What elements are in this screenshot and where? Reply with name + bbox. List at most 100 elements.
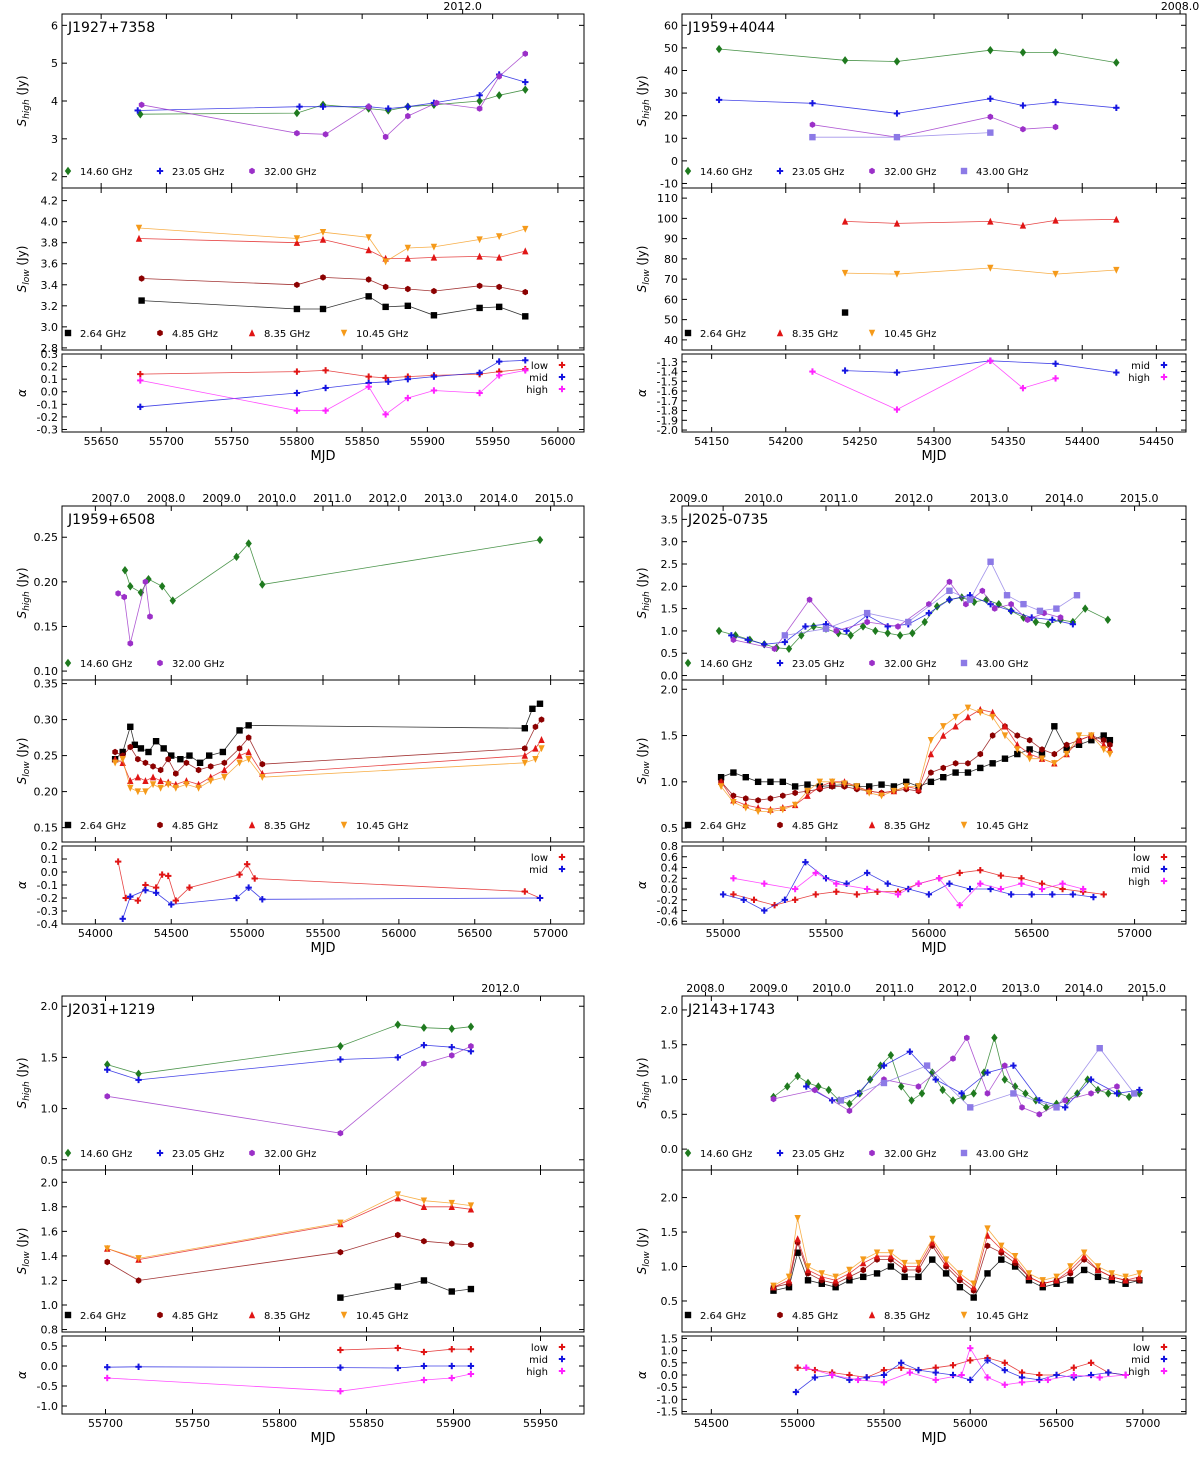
series-line: [114, 703, 541, 764]
data-point: [522, 745, 528, 752]
y-tick-label: -0.3: [37, 423, 58, 436]
data-point: [1039, 1277, 1046, 1284]
x-tick-label: 55750: [214, 435, 249, 448]
y-axis-label: α: [635, 1371, 649, 1379]
y-tick-label: 3.0: [41, 321, 59, 334]
legend-marker: [1160, 1343, 1168, 1351]
data-point: [929, 1235, 936, 1243]
data-point: [915, 1273, 922, 1281]
data-point: [901, 1259, 908, 1267]
x-tick-label: 55950: [475, 435, 510, 448]
data-point: [322, 407, 329, 414]
series-line: [773, 1218, 1140, 1287]
legend-marker: [1160, 865, 1168, 873]
data-point: [1075, 732, 1083, 740]
y-tick-label: 110: [657, 192, 678, 205]
x-axis-label: MJD: [310, 941, 335, 956]
y-tick-label: -1.0: [37, 1400, 58, 1413]
legend-label: 14.60 GHz: [700, 659, 752, 670]
series-low: [114, 858, 544, 904]
legend-label: 2.64 GHz: [80, 1311, 126, 1322]
data-point: [1044, 620, 1052, 629]
data-point: [841, 367, 849, 374]
data-point: [863, 885, 871, 893]
series-f264: [111, 700, 544, 766]
data-point: [1113, 58, 1120, 67]
data-point: [915, 1259, 922, 1267]
legend-marker: [248, 329, 256, 337]
y-tick-label: 1.0: [41, 1103, 59, 1116]
data-point: [385, 105, 392, 112]
data-point: [785, 644, 793, 653]
x-tick-label: 55000: [780, 1417, 815, 1430]
y-tick-label: -0.4: [37, 918, 58, 931]
data-point: [522, 313, 529, 320]
panel-frame: [61, 995, 585, 1171]
data-point: [1113, 266, 1120, 274]
data-point: [205, 752, 213, 759]
y-tick-label: 0.5: [41, 1340, 59, 1353]
data-point: [521, 751, 529, 759]
data-point: [977, 750, 984, 758]
data-point: [1067, 1263, 1074, 1271]
data-point: [989, 760, 996, 767]
data-point: [809, 133, 816, 141]
year-tick-label: 2010.0: [744, 492, 783, 505]
data-point: [142, 777, 149, 784]
panel-frame: [681, 1335, 1187, 1415]
data-point: [964, 713, 972, 721]
data-point: [495, 303, 503, 311]
series-f264: [138, 293, 529, 320]
data-point: [127, 893, 134, 900]
x-tick-label: 56000: [381, 927, 416, 940]
data-point: [152, 889, 160, 896]
data-point: [293, 235, 301, 243]
data-point: [987, 885, 994, 893]
data-point: [495, 372, 503, 379]
year-tick-label: 2012.0: [481, 982, 520, 995]
series-f23: [803, 1048, 1143, 1111]
data-point: [984, 1231, 991, 1239]
data-point: [1053, 605, 1060, 612]
data-point: [420, 1348, 428, 1356]
data-point: [135, 1363, 142, 1370]
data-point: [134, 788, 142, 796]
data-point: [1001, 732, 1009, 740]
data-point: [449, 1052, 455, 1059]
legend-label: 10.45 GHz: [884, 329, 936, 340]
series-f835: [135, 234, 529, 262]
series-f14: [715, 593, 1112, 653]
panel-frame: [681, 505, 1187, 681]
data-point: [928, 769, 934, 776]
data-point: [915, 880, 922, 887]
legend-label: low: [531, 361, 548, 372]
data-point: [728, 632, 735, 639]
data-point: [771, 645, 778, 652]
series-mid: [119, 884, 544, 922]
data-point: [781, 632, 789, 639]
series-f264: [841, 309, 849, 316]
data-point: [890, 787, 898, 795]
panel-low: 40 50 60 70 80 90 100 110 Slow (Jy) 2.64 GHz 8.35 …: [635, 187, 1187, 351]
data-point: [404, 302, 412, 310]
y-tick-label: 2.0: [41, 1000, 59, 1013]
y-tick-label: 0.30: [34, 714, 59, 727]
data-point: [952, 769, 959, 776]
legend-label: 23.05 GHz: [172, 167, 224, 178]
data-point: [880, 1371, 888, 1379]
data-point: [1051, 750, 1058, 758]
data-point: [1026, 746, 1033, 753]
data-point: [1019, 102, 1027, 109]
y-tick-label: -1.7: [657, 395, 678, 408]
data-point: [853, 783, 861, 791]
legend-marker: [776, 659, 784, 667]
x-tick-label: 54250: [842, 435, 877, 448]
data-point: [1003, 592, 1011, 599]
series-line: [733, 872, 1084, 906]
data-point: [923, 1062, 931, 1069]
data-point: [833, 627, 840, 635]
legend-label: 14.60 GHz: [700, 167, 752, 178]
data-point: [421, 1238, 427, 1245]
data-point: [784, 1082, 791, 1091]
y-tick-label: -1.8: [657, 405, 678, 418]
